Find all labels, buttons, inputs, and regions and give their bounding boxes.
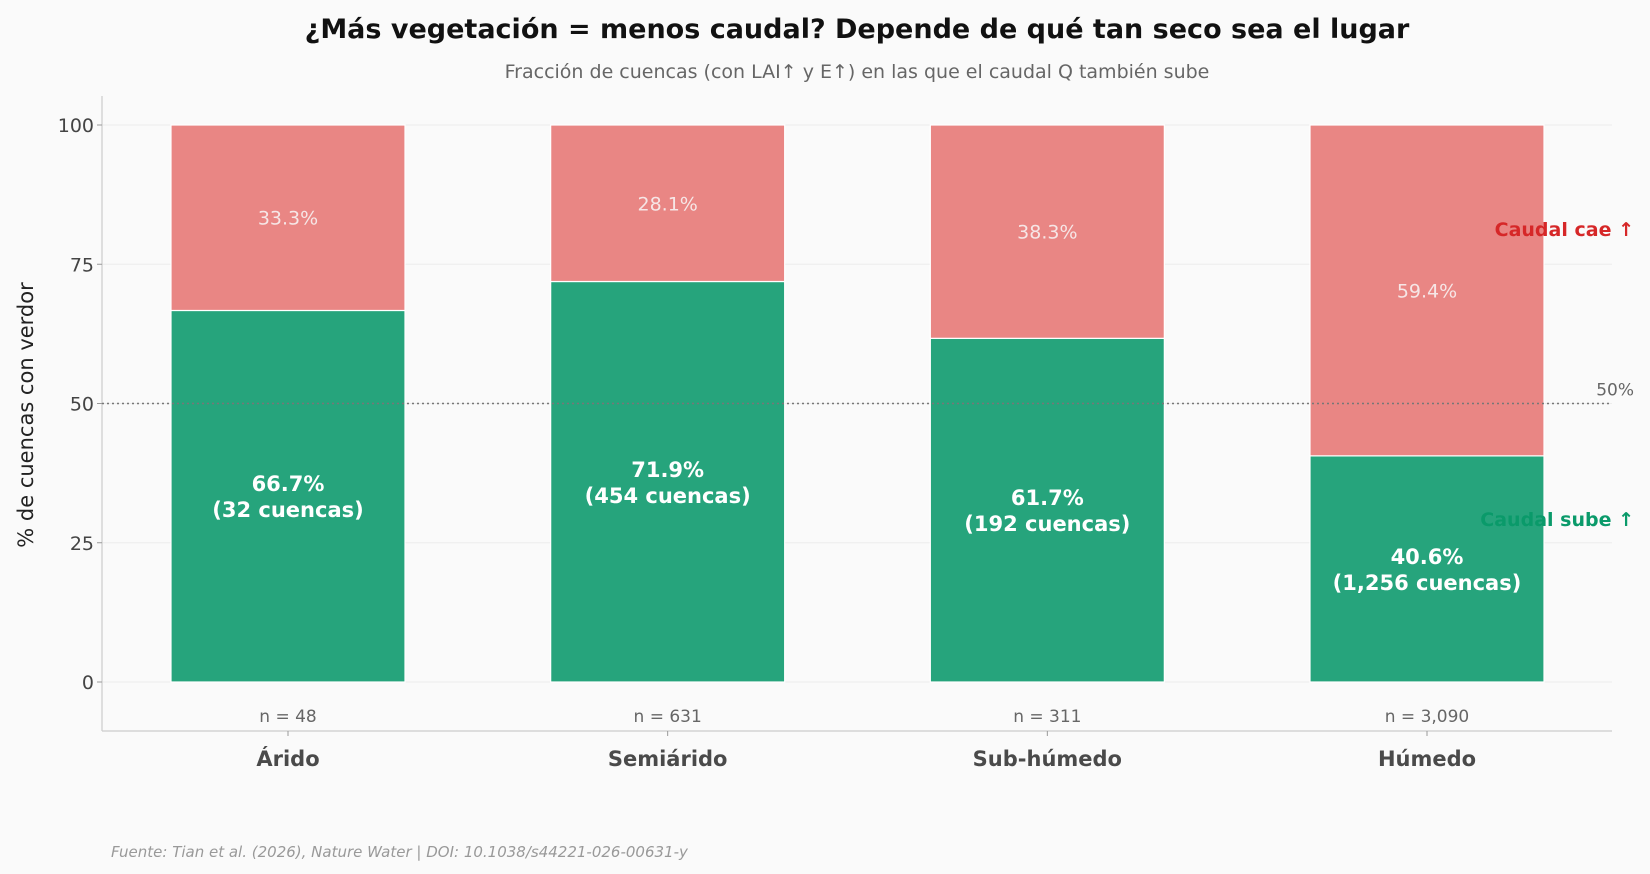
bar-up-1 xyxy=(550,280,786,683)
bar-down-2 xyxy=(929,124,1165,339)
y-tick-label-50: 50 xyxy=(70,394,94,416)
bar-count-up-1: (454 cuencas) xyxy=(585,484,751,508)
reference-line-group: 50% xyxy=(102,381,1634,405)
x-tick-label-2: Sub-húmedo xyxy=(973,747,1122,771)
n-label-3: n = 3,090 xyxy=(1385,707,1470,727)
y-tick-label-75: 75 xyxy=(70,254,94,276)
bar-down-3 xyxy=(1309,124,1545,457)
y-tick-label-0: 0 xyxy=(82,672,94,694)
bar-down-1 xyxy=(550,124,786,283)
y-axis-label: % de cuencas con verdor xyxy=(14,282,38,548)
n-label-2: n = 311 xyxy=(1013,707,1081,727)
bar-up-2 xyxy=(929,337,1165,683)
bar-down-0 xyxy=(170,124,406,312)
chart-title: ¿Más vegetación = menos caudal? Depende … xyxy=(305,14,1410,45)
bar-label-up-0: 66.7% xyxy=(252,472,325,496)
n-label-1: n = 631 xyxy=(634,707,702,727)
x-tick-label-1: Semiárido xyxy=(608,747,728,771)
y-tick-label-25: 25 xyxy=(70,533,94,555)
bar-label-up-3: 40.6% xyxy=(1391,545,1464,569)
bar-count-up-0: (32 cuencas) xyxy=(212,498,363,522)
x-tick-label-0: Árido xyxy=(256,746,319,771)
legend-caudal-cae: Caudal cae ↑ xyxy=(1495,219,1634,241)
bar-label-down-0: 33.3% xyxy=(258,208,318,230)
bar-label-down-2: 38.3% xyxy=(1017,222,1077,244)
axes: 0 25 50 75 100 Árido Semiárido Sub-húmedo Húmedo xyxy=(58,96,1612,771)
bar-up-3 xyxy=(1309,455,1545,683)
x-tick-label-3: Húmedo xyxy=(1378,747,1476,771)
data-labels: 33.3% 66.7%(32 cuencas) n = 48 28.1% 71.9%(4… xyxy=(212,193,1521,727)
bar-up-0 xyxy=(170,309,406,683)
legend-caudal-sube: Caudal sube ↑ xyxy=(1480,509,1634,531)
y-tick-label-100: 100 xyxy=(58,115,94,137)
reference-line-label: 50% xyxy=(1596,381,1634,401)
bars xyxy=(170,124,1545,683)
bar-label-up-2: 61.7% xyxy=(1011,486,1084,510)
bar-label-down-3: 59.4% xyxy=(1397,280,1457,302)
bar-label-down-1: 28.1% xyxy=(637,193,697,215)
source-note: Fuente: Tian et al. (2026), Nature Water… xyxy=(111,843,689,861)
bar-count-up-3: (1,256 cuencas) xyxy=(1333,571,1522,595)
bar-count-up-2: (192 cuencas) xyxy=(964,512,1130,536)
n-label-0: n = 48 xyxy=(259,707,316,727)
chart-subtitle: Fracción de cuencas (con LAI↑ y E↑) en l… xyxy=(505,61,1210,83)
bar-label-up-1: 71.9% xyxy=(631,458,704,482)
